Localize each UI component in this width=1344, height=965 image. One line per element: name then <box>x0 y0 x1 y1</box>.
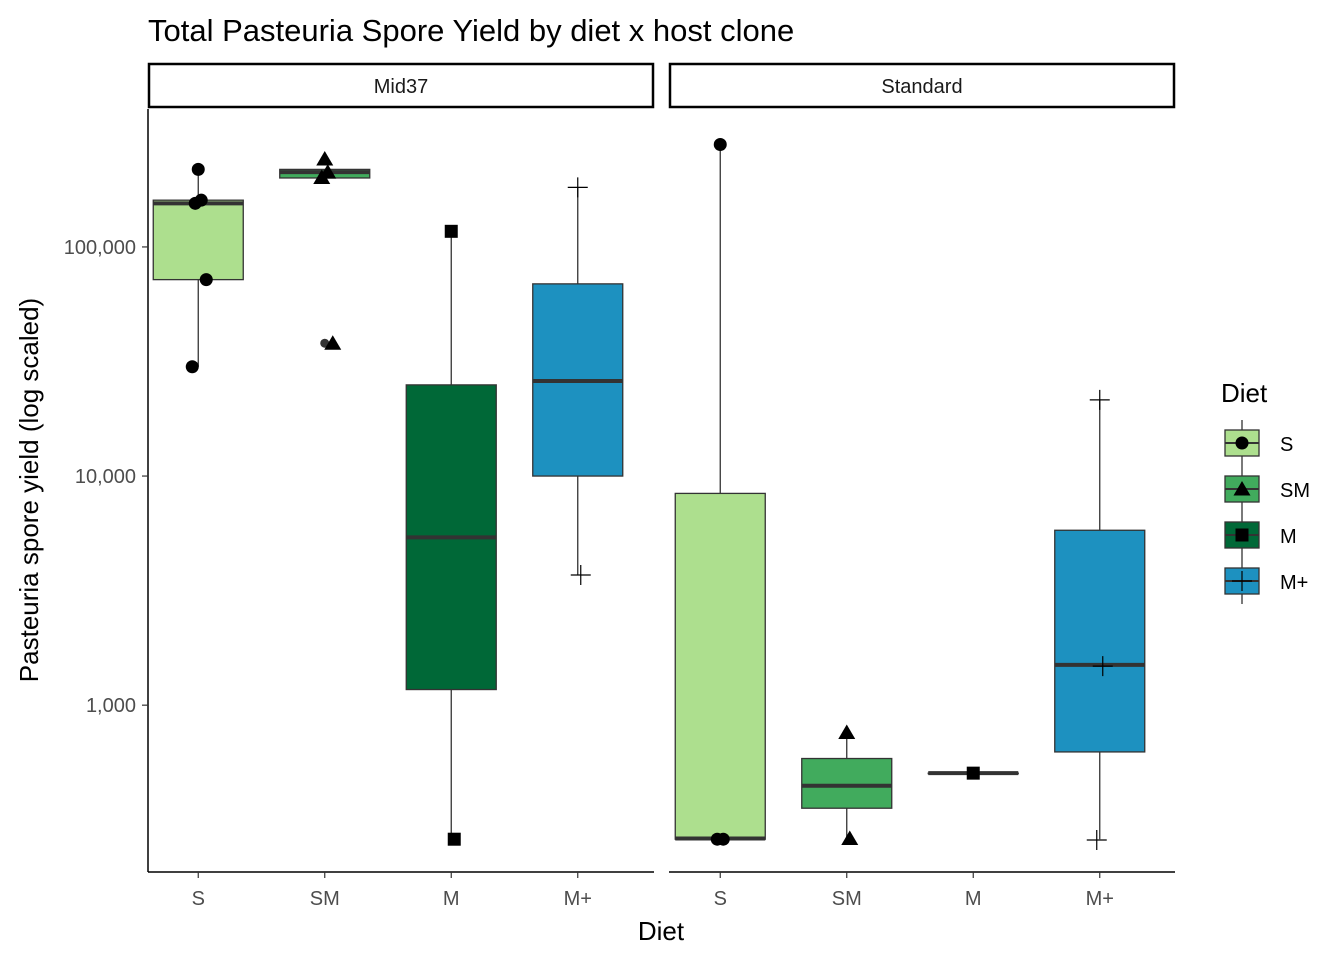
y-tick-label: 10,000 <box>75 466 136 488</box>
legend-key-shape <box>1232 571 1252 591</box>
data-point <box>966 766 980 780</box>
facet-strip <box>147 62 655 109</box>
y-tick-label: 1,000 <box>86 695 136 717</box>
x-tick-label: M+ <box>564 888 592 910</box>
data-point <box>316 151 334 166</box>
boxplot-m <box>405 231 497 840</box>
x-axis-title: Diet <box>638 916 685 946</box>
legend-label: S <box>1280 434 1293 456</box>
legend-label: M <box>1280 526 1297 548</box>
data-point <box>1092 656 1113 677</box>
boxplot-m-plus <box>532 187 624 575</box>
boxplot-m-plus <box>1054 399 1146 840</box>
legend-label: M+ <box>1280 572 1308 594</box>
box <box>674 492 766 840</box>
box <box>152 199 244 281</box>
facet-strip-label: Mid37 <box>374 76 428 98</box>
data-point <box>313 169 331 184</box>
legend-title: Diet <box>1221 378 1268 408</box>
data-point <box>841 830 859 845</box>
data-point <box>188 196 202 210</box>
data-point <box>444 224 458 238</box>
legend-key-shape <box>1233 481 1251 496</box>
data-point <box>199 273 213 287</box>
legend-key-shape <box>1235 528 1249 542</box>
boxplot-sm <box>801 736 893 840</box>
chart-title: Total Pasteuria Spore Yield by diet x ho… <box>148 13 794 48</box>
x-tick-label: M <box>965 888 982 910</box>
legend-item: M <box>1224 512 1297 558</box>
data-point <box>838 724 856 739</box>
legend: Diet S SM M M+ <box>1221 378 1310 604</box>
data-point <box>324 335 342 350</box>
box <box>1054 529 1146 753</box>
y-tick-label: 100,000 <box>64 237 136 259</box>
data-point <box>713 137 727 151</box>
data-point <box>1089 389 1110 410</box>
data-point <box>191 162 205 176</box>
facet-panels: Mid37 1,000 10,000 100,000 S SM M M+ Standard S SM… <box>64 62 1176 910</box>
x-tick-label: M <box>443 888 460 910</box>
facet-strip <box>668 62 1176 109</box>
legend-item: SM <box>1224 466 1310 512</box>
data-point <box>567 177 588 198</box>
x-tick-label: M+ <box>1086 888 1114 910</box>
data-point <box>447 832 461 846</box>
boxplot-s <box>674 144 766 841</box>
data-point <box>570 564 591 585</box>
facet-panel: Mid37 1,000 10,000 100,000 S SM M M+ <box>64 62 655 910</box>
data-point <box>185 360 199 374</box>
legend-key-shape <box>1235 436 1249 450</box>
y-axis-title: Pasteuria spore yield (log scaled) <box>14 298 44 682</box>
data-point <box>710 832 724 846</box>
data-point <box>1086 829 1107 850</box>
x-tick-label: S <box>714 888 727 910</box>
facet-panel: Standard S SM M M+ <box>668 62 1176 910</box>
x-tick-label: S <box>192 888 205 910</box>
legend-items: S SM M M+ <box>1224 420 1310 604</box>
x-tick-label: SM <box>832 888 862 910</box>
legend-label: SM <box>1280 480 1310 502</box>
legend-item: M+ <box>1224 558 1308 604</box>
box <box>801 757 893 809</box>
facet-strip-label: Standard <box>881 76 962 98</box>
x-tick-label: SM <box>310 888 340 910</box>
legend-item: S <box>1224 420 1293 466</box>
